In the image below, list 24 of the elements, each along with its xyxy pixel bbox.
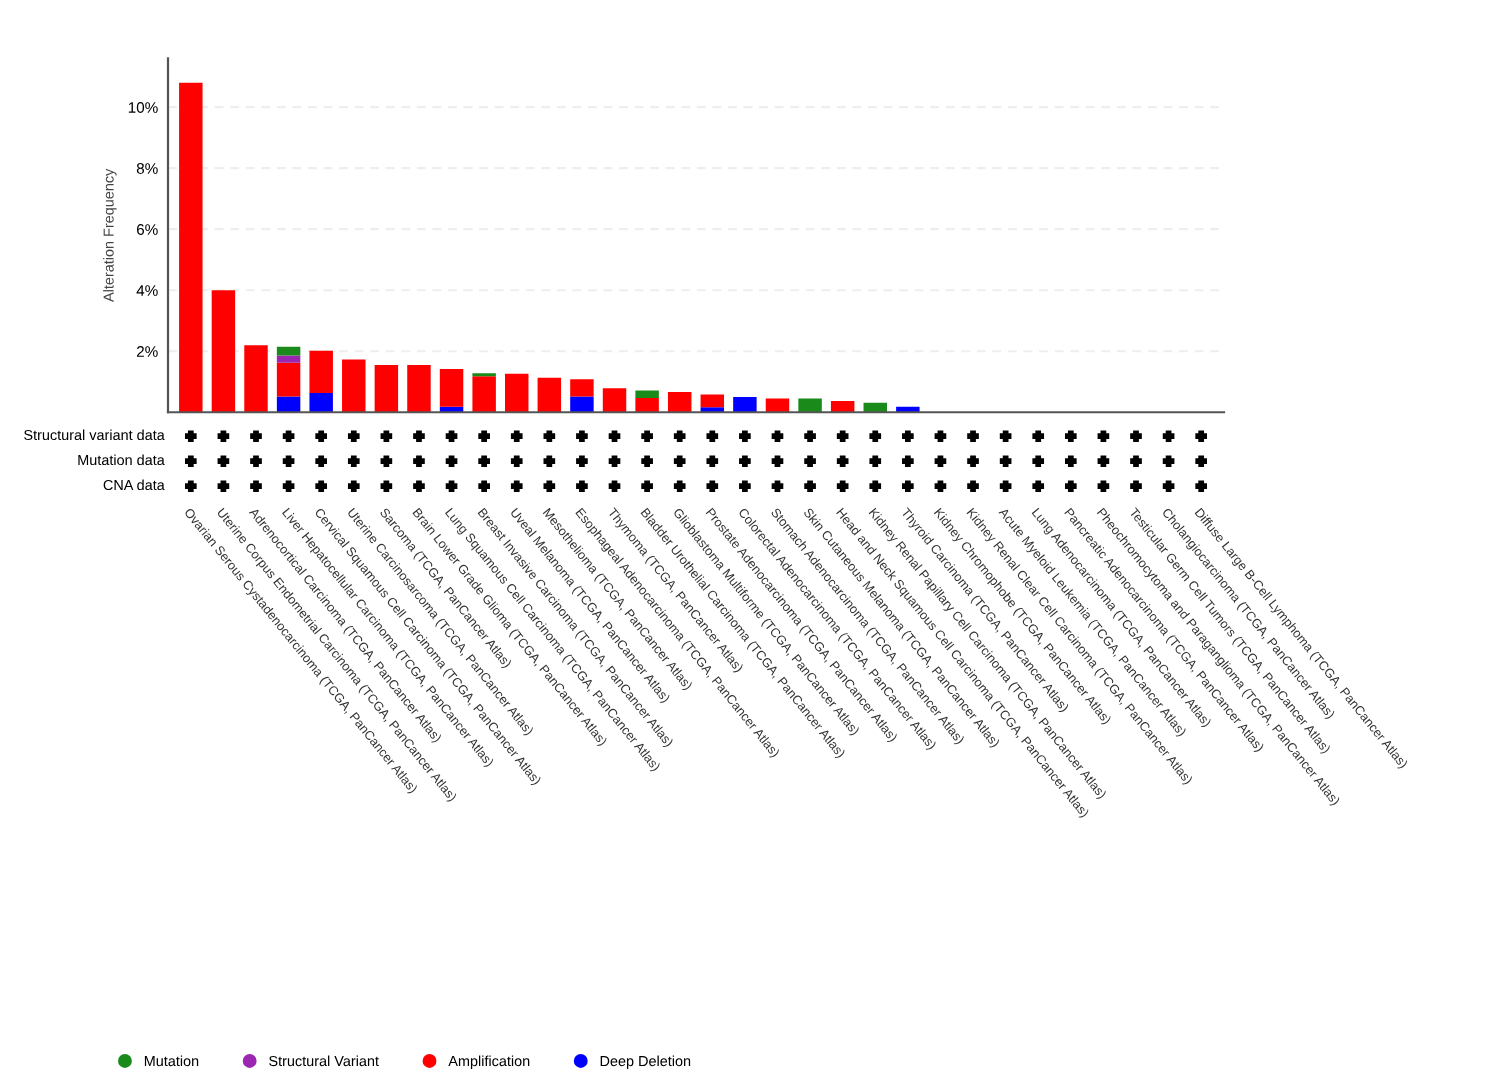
bar (407, 364, 431, 413)
bar (244, 345, 268, 413)
bar (537, 377, 562, 413)
bar (439, 368, 464, 407)
bar (211, 290, 236, 413)
bar (276, 355, 301, 363)
bar (309, 350, 333, 394)
bar (309, 393, 333, 413)
bar (667, 392, 692, 413)
bar (635, 390, 659, 398)
bar (570, 379, 594, 397)
bar (276, 396, 301, 413)
bar (276, 362, 301, 397)
bar (602, 388, 627, 413)
bar (570, 396, 594, 413)
bar (505, 373, 529, 413)
bar (472, 376, 496, 413)
bar (635, 397, 659, 413)
bar (374, 364, 399, 413)
bar (700, 394, 725, 408)
bar (179, 82, 203, 413)
bar (342, 359, 366, 413)
bar (276, 346, 301, 356)
bar (733, 396, 757, 413)
